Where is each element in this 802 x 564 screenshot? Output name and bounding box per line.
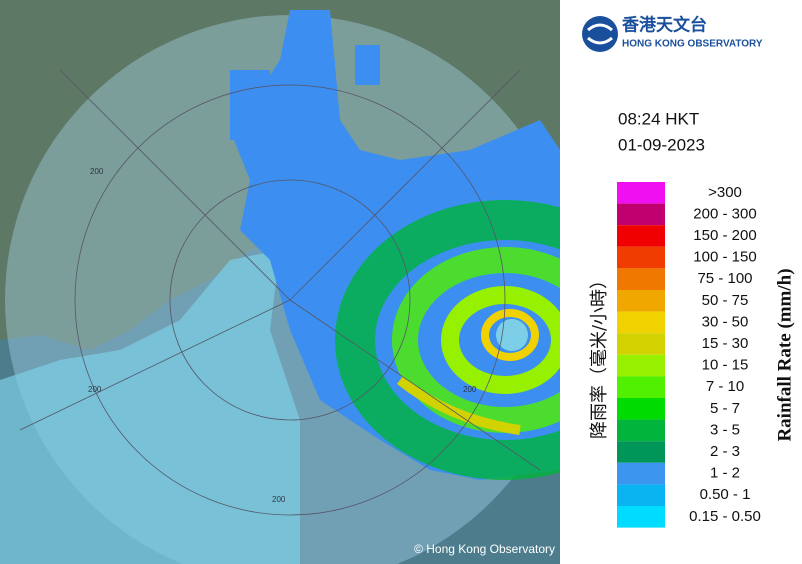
copyright: © Hong Kong Observatory xyxy=(414,542,555,556)
legend-swatch xyxy=(617,484,665,506)
ring-label: 200 xyxy=(90,167,104,176)
legend-swatch xyxy=(617,419,665,442)
logo-swirl xyxy=(587,23,613,45)
ring-label: 200 xyxy=(463,385,477,394)
legend-label: 1 - 2 xyxy=(710,465,740,482)
legend-swatch xyxy=(617,354,665,377)
legend-swatch xyxy=(617,311,665,334)
legend-swatch xyxy=(617,441,665,463)
range-rings xyxy=(19,69,541,516)
legend-swatch xyxy=(617,376,665,398)
light-rain xyxy=(0,250,300,564)
legend-swatch xyxy=(617,462,665,485)
legend-label: 75 - 100 xyxy=(697,270,752,287)
legend-title-english: Rainfall Rate (mm/h) xyxy=(774,268,795,441)
legend-label: 7 - 10 xyxy=(706,378,744,395)
legend-label: 10 - 15 xyxy=(702,357,749,374)
logo-chinese: 香港天文台 xyxy=(622,14,707,34)
legend-title-chinese: 降雨率（毫米/小時） xyxy=(589,271,610,439)
legend-label: 50 - 75 xyxy=(702,292,749,309)
legend-label: 2 - 3 xyxy=(710,443,740,460)
legend-label: 0.50 - 1 xyxy=(700,486,751,503)
legend-label: 200 - 300 xyxy=(693,205,756,222)
legend-label: 0.15 - 0.50 xyxy=(689,508,761,525)
logo-mark xyxy=(582,16,618,52)
ring-label: 200 xyxy=(88,385,102,394)
legend-swatch xyxy=(617,225,665,247)
legend-swatch xyxy=(617,506,665,528)
legend: >300 200 - 300 150 - 200 100 - 150 75 - 100 5… xyxy=(617,182,761,528)
legend-swatch xyxy=(617,290,665,312)
legend-swatch xyxy=(617,398,665,420)
legend-swatch xyxy=(617,182,665,204)
legend-swatch xyxy=(617,246,665,269)
legend-swatch xyxy=(617,203,665,226)
legend-label: 30 - 50 xyxy=(702,313,749,330)
map: 200 200 200 200 © Hong Kong Observatory xyxy=(0,0,560,564)
legend-swatch xyxy=(617,268,665,290)
logo: 香港天文台 HONG KONG OBSERVATORY xyxy=(582,14,763,52)
ring-label: 200 xyxy=(272,495,286,504)
logo-english: HONG KONG OBSERVATORY xyxy=(622,39,763,50)
legend-label: 150 - 200 xyxy=(693,227,756,244)
legend-label: 15 - 30 xyxy=(702,335,749,352)
typhoon-eye xyxy=(496,319,528,351)
legend-swatch xyxy=(617,333,665,355)
time: 08:24 HKT xyxy=(618,109,699,128)
legend-label: 100 - 150 xyxy=(693,249,756,266)
legend-label: 5 - 7 xyxy=(710,400,740,417)
date: 01-09-2023 xyxy=(618,135,705,154)
legend-label: >300 xyxy=(708,184,742,201)
legend-label: 3 - 5 xyxy=(710,421,740,438)
